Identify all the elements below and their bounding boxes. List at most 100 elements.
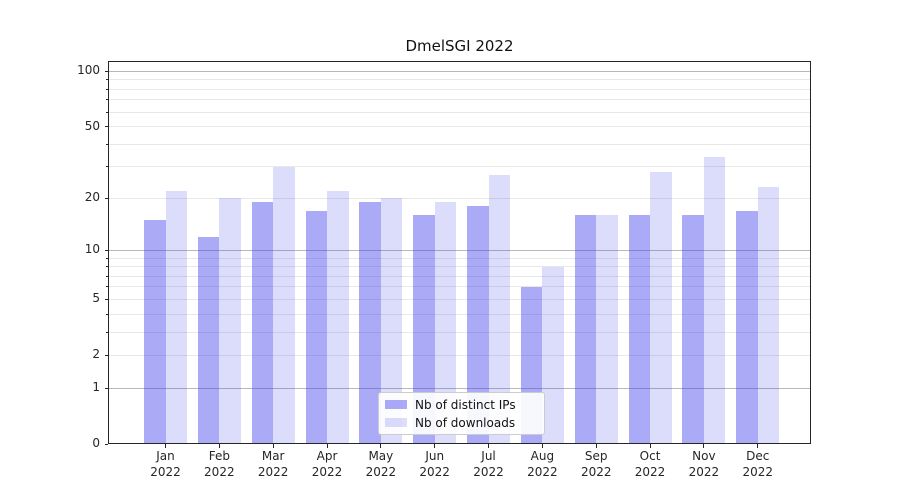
bar-downloads-nov [703,156,726,444]
xtick-label-dec: Dec 2022 [742,449,773,479]
gridline-minor-4 [108,313,811,315]
gridline-minor-7 [108,275,811,277]
xtick-label-aug: Aug 2022 [527,449,558,479]
ytick-mark-2 [104,354,108,356]
ytick-minor-mark-7 [106,275,108,277]
ytick-mark-10 [104,249,108,251]
gridline-minor-90 [108,79,811,81]
gridline-minor-9 [108,257,811,259]
ytick-minor-mark-9 [106,257,108,259]
bar-downloads-feb [219,198,241,444]
bar-downloads-oct [650,172,672,444]
ytick-minor-mark-30 [106,166,108,168]
ytick-minor-mark-80 [106,88,108,90]
bar-downloads-dec [757,187,780,444]
gridline-minor-30 [108,166,811,168]
gridline-minor-50 [108,126,811,128]
xtick-mark-jun [434,444,436,448]
xtick-mark-jan [165,444,166,448]
ytick-minor-mark-90 [106,79,108,81]
ytick-label-20: 20 [84,190,100,205]
ytick-minor-mark-3 [106,331,108,333]
ytick-label-100: 100 [77,63,100,78]
ytick-mark-5 [104,298,108,300]
bar-downloads-jan [165,190,187,444]
legend-swatch-distinct-ips [385,400,407,409]
gridline-minor-80 [108,88,811,90]
bar-distinct-ips-jun [413,215,435,444]
ytick-mark-1 [104,387,108,389]
xtick-mark-nov [703,444,705,448]
ytick-minor-mark-60 [106,111,108,113]
xtick-label-jun: Jun 2022 [419,449,450,479]
ytick-mark-20 [104,197,108,199]
xtick-mark-may [380,444,382,448]
bar-distinct-ips-dec [736,210,758,444]
ytick-minor-mark-8 [106,266,108,268]
xtick-label-oct: Oct 2022 [634,449,666,479]
gridline-major-10 [108,249,811,251]
ytick-minor-mark-4 [106,313,108,315]
ytick-mark-0 [104,443,108,445]
bar-distinct-ips-feb [197,236,220,444]
xtick-label-mar: Mar 2022 [257,449,289,479]
xtick-mark-dec [757,444,759,448]
xtick-label-jul: Jul 2022 [473,449,504,479]
bar-downloads-jun [434,202,457,444]
ytick-mark-50 [104,126,108,128]
gridline-major-100 [108,70,811,72]
bar-distinct-ips-sep [574,215,597,444]
gridline-minor-20 [108,197,811,199]
ytick-minor-mark-6 [106,286,108,288]
legend-label-downloads: Nb of downloads [415,415,516,430]
bar-distinct-ips-nov [682,215,704,444]
gridline-minor-2 [108,354,811,356]
xtick-mark-mar [272,444,274,448]
bar-distinct-ips-apr [305,210,328,444]
legend-row-distinct-ips: Nb of distinct IPs [385,397,538,412]
legend: Nb of distinct IPs Nb of downloads [378,392,545,435]
chart-title: DmelSGI 2022 [405,37,514,55]
ytick-label-5: 5 [92,291,100,306]
ytick-mark-100 [104,70,108,72]
bar-distinct-ips-mar [251,202,274,444]
bar-downloads-apr [327,190,349,444]
xtick-label-may: May 2022 [365,449,397,479]
xtick-label-nov: Nov 2022 [688,449,720,479]
bar-downloads-may [380,198,403,444]
ytick-label-10: 10 [84,242,100,257]
gridline-minor-60 [108,111,811,113]
gridline-minor-8 [108,266,811,268]
bar-downloads-jul [488,174,511,444]
gridline-minor-6 [108,286,811,288]
ytick-minor-mark-70 [106,99,108,101]
legend-swatch-downloads [385,418,407,427]
xtick-label-sep: Sep 2022 [580,449,612,479]
bar-downloads-aug [542,266,564,444]
ytick-label-0: 0 [92,436,100,450]
bar-downloads-sep [596,215,618,444]
legend-row-downloads: Nb of downloads [385,415,538,430]
ytick-label-2: 2 [92,347,100,362]
xtick-mark-sep [595,444,597,448]
xtick-mark-oct [649,444,651,448]
ytick-minor-mark-40 [106,143,108,145]
xtick-label-apr: Apr 2022 [311,449,343,479]
xtick-mark-feb [218,444,220,448]
bar-distinct-ips-jul [467,206,489,444]
bar-downloads-mar [273,166,295,444]
xtick-mark-jul [488,444,490,448]
legend-label-distinct-ips: Nb of distinct IPs [415,397,516,412]
bar-distinct-ips-oct [628,215,651,444]
gridline-major-1 [108,387,811,389]
ytick-label-1: 1 [92,380,100,395]
gridline-minor-3 [108,331,811,333]
bar-distinct-ips-may [359,202,381,444]
xtick-label-jan: Jan 2022 [150,449,181,479]
bar-distinct-ips-jan [144,220,166,444]
xtick-mark-apr [326,444,328,448]
xtick-label-feb: Feb 2022 [204,449,235,479]
xtick-mark-aug [541,444,543,448]
gridline-minor-40 [108,143,811,145]
